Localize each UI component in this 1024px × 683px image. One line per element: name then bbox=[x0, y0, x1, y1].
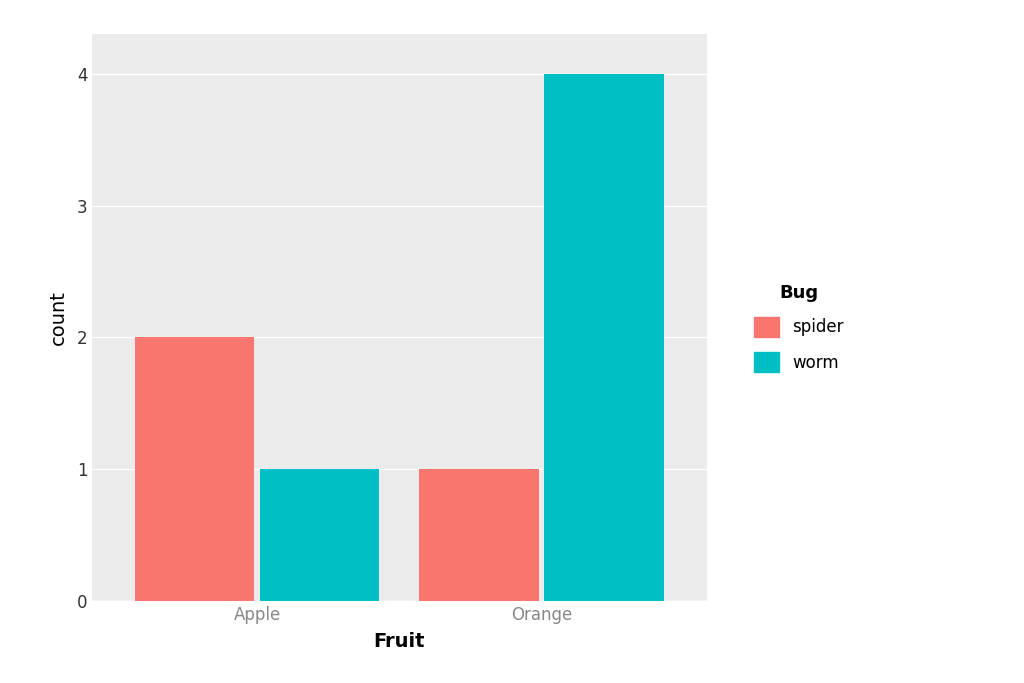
Bar bbox=[419, 469, 539, 601]
Bar bbox=[260, 469, 380, 601]
Legend: spider, worm: spider, worm bbox=[745, 275, 852, 380]
X-axis label: Fruit: Fruit bbox=[374, 632, 425, 651]
Bar bbox=[545, 74, 664, 601]
Bar bbox=[135, 337, 254, 601]
Y-axis label: count: count bbox=[49, 290, 69, 345]
